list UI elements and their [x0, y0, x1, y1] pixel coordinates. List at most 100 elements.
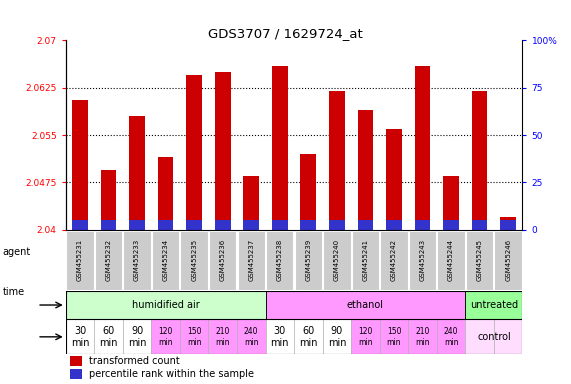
- Bar: [94, 319, 123, 354]
- Text: untreated: untreated: [470, 300, 518, 310]
- Text: 90
min: 90 min: [128, 326, 146, 348]
- Text: 30
min: 30 min: [271, 326, 289, 348]
- Text: GSM455242: GSM455242: [391, 239, 397, 281]
- FancyBboxPatch shape: [66, 231, 94, 290]
- Text: time: time: [3, 287, 25, 297]
- Bar: [123, 319, 151, 354]
- Bar: [66, 319, 94, 354]
- Text: percentile rank within the sample: percentile rank within the sample: [89, 369, 254, 379]
- Text: GSM455232: GSM455232: [106, 239, 111, 281]
- Bar: [243, 220, 259, 230]
- FancyBboxPatch shape: [323, 231, 351, 290]
- Text: GSM455238: GSM455238: [277, 239, 283, 281]
- Text: control: control: [477, 332, 511, 342]
- FancyBboxPatch shape: [238, 231, 265, 290]
- Bar: [208, 319, 237, 354]
- Text: 240
min: 240 min: [444, 327, 459, 346]
- Bar: [357, 220, 373, 230]
- Bar: [437, 319, 465, 354]
- Bar: [70, 356, 82, 366]
- Bar: [500, 217, 516, 230]
- FancyBboxPatch shape: [152, 231, 179, 290]
- Bar: [323, 319, 351, 354]
- Text: 150
min: 150 min: [387, 327, 401, 346]
- Bar: [494, 319, 522, 354]
- Bar: [243, 176, 259, 230]
- Bar: [294, 319, 323, 354]
- FancyBboxPatch shape: [266, 231, 293, 290]
- Bar: [266, 319, 294, 354]
- Bar: [443, 176, 459, 230]
- FancyBboxPatch shape: [409, 231, 436, 290]
- Text: GSM455243: GSM455243: [420, 239, 425, 281]
- Bar: [500, 220, 516, 230]
- Text: GSM455235: GSM455235: [191, 239, 197, 281]
- Bar: [100, 220, 116, 230]
- FancyBboxPatch shape: [352, 231, 379, 290]
- Bar: [472, 220, 488, 230]
- Bar: [186, 75, 202, 230]
- Bar: [465, 291, 522, 319]
- Text: GSM455246: GSM455246: [505, 239, 511, 281]
- Text: GSM455236: GSM455236: [220, 239, 226, 281]
- Text: 210
min: 210 min: [415, 327, 430, 346]
- FancyBboxPatch shape: [295, 231, 322, 290]
- Text: GSM455245: GSM455245: [477, 239, 482, 281]
- FancyBboxPatch shape: [180, 231, 208, 290]
- Bar: [272, 66, 288, 230]
- Text: GSM455241: GSM455241: [363, 239, 368, 281]
- Bar: [158, 157, 174, 230]
- Bar: [272, 220, 288, 230]
- Bar: [380, 319, 408, 354]
- Bar: [329, 220, 345, 230]
- Bar: [351, 319, 380, 354]
- Text: 60
min: 60 min: [99, 326, 118, 348]
- FancyBboxPatch shape: [494, 231, 522, 290]
- Bar: [158, 220, 174, 230]
- Text: GSM455244: GSM455244: [448, 239, 454, 281]
- Bar: [100, 170, 116, 230]
- Text: 120
min: 120 min: [358, 327, 373, 346]
- Bar: [465, 319, 494, 354]
- Bar: [415, 220, 431, 230]
- Text: 30
min: 30 min: [71, 326, 89, 348]
- Bar: [386, 220, 402, 230]
- Bar: [129, 220, 145, 230]
- Bar: [237, 319, 266, 354]
- Bar: [186, 220, 202, 230]
- FancyBboxPatch shape: [123, 231, 151, 290]
- Text: agent: agent: [3, 247, 31, 257]
- Bar: [415, 66, 431, 230]
- Bar: [300, 154, 316, 230]
- Text: GSM455233: GSM455233: [134, 239, 140, 281]
- Text: GSM455231: GSM455231: [77, 239, 83, 281]
- Bar: [129, 116, 145, 230]
- Bar: [266, 291, 465, 319]
- Text: 240
min: 240 min: [244, 327, 259, 346]
- Text: GSM455240: GSM455240: [334, 239, 340, 281]
- Text: humidified air: humidified air: [132, 300, 199, 310]
- Text: transformed count: transformed count: [89, 356, 179, 366]
- FancyBboxPatch shape: [95, 231, 122, 290]
- Text: ethanol: ethanol: [347, 300, 384, 310]
- Text: GDS3707 / 1629724_at: GDS3707 / 1629724_at: [208, 27, 363, 40]
- FancyBboxPatch shape: [380, 231, 408, 290]
- Text: 150
min: 150 min: [187, 327, 202, 346]
- Text: GSM455234: GSM455234: [163, 239, 168, 281]
- Text: 120
min: 120 min: [158, 327, 173, 346]
- Bar: [180, 319, 208, 354]
- Bar: [357, 110, 373, 230]
- Bar: [151, 319, 180, 354]
- Bar: [408, 319, 437, 354]
- Bar: [215, 72, 231, 230]
- Text: GSM455237: GSM455237: [248, 239, 254, 281]
- Text: GSM455239: GSM455239: [305, 239, 311, 281]
- FancyBboxPatch shape: [437, 231, 465, 290]
- Text: 210
min: 210 min: [215, 327, 230, 346]
- Bar: [300, 220, 316, 230]
- Bar: [386, 129, 402, 230]
- Bar: [215, 220, 231, 230]
- Bar: [329, 91, 345, 230]
- FancyBboxPatch shape: [209, 231, 236, 290]
- Bar: [72, 100, 88, 230]
